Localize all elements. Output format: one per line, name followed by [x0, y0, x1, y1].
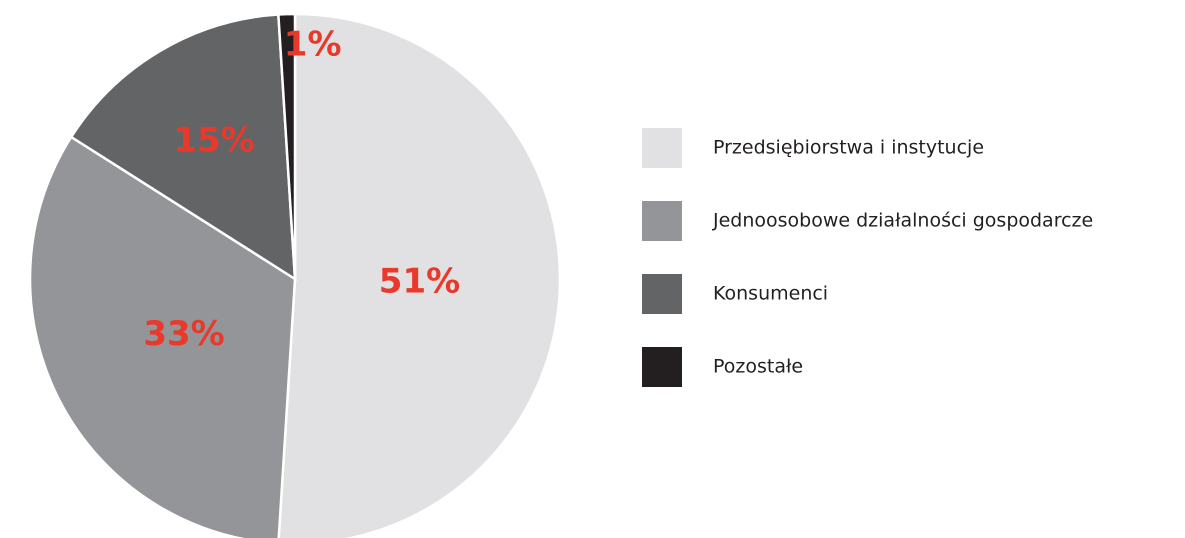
legend-label: Jednoosobowe działalności gospodarcze [712, 210, 1093, 232]
pie-slice [277, 12, 297, 280]
pie-slice [69, 13, 297, 282]
legend-label: Przedsiębiorstwa i instytucje [713, 137, 984, 159]
legend-swatch [642, 274, 682, 314]
data-label: 15% [173, 121, 254, 161]
legend-label: Konsumenci [713, 283, 828, 305]
data-label: 1% [284, 24, 342, 64]
data-label: 51% [379, 261, 460, 301]
legend-label: Pozostałe [713, 356, 803, 378]
pie-slice [277, 12, 562, 538]
legend-swatch [642, 347, 682, 387]
legend-swatch [642, 128, 682, 168]
legend-swatch [642, 201, 682, 241]
data-label: 33% [143, 314, 224, 354]
